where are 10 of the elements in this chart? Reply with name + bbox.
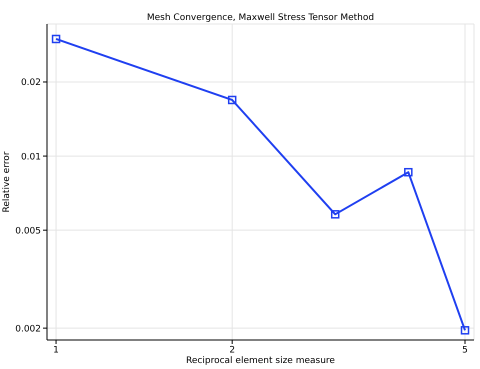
x-axis-title: Reciprocal element size measure xyxy=(186,356,336,366)
x-tick-label: 2 xyxy=(229,345,236,356)
y-tick-label: 0.005 xyxy=(15,226,41,236)
x-tick-label: 1 xyxy=(53,345,59,356)
y-axis-title: Relative error xyxy=(2,151,12,212)
y-tick-label: 0.002 xyxy=(15,324,41,334)
y-tick-label: 0.02 xyxy=(20,78,41,88)
y-tick-label: 0.01 xyxy=(20,152,41,162)
x-tick-label: 5 xyxy=(462,345,468,356)
chart-title: Mesh Convergence, Maxwell Stress Tensor Method xyxy=(146,13,376,23)
